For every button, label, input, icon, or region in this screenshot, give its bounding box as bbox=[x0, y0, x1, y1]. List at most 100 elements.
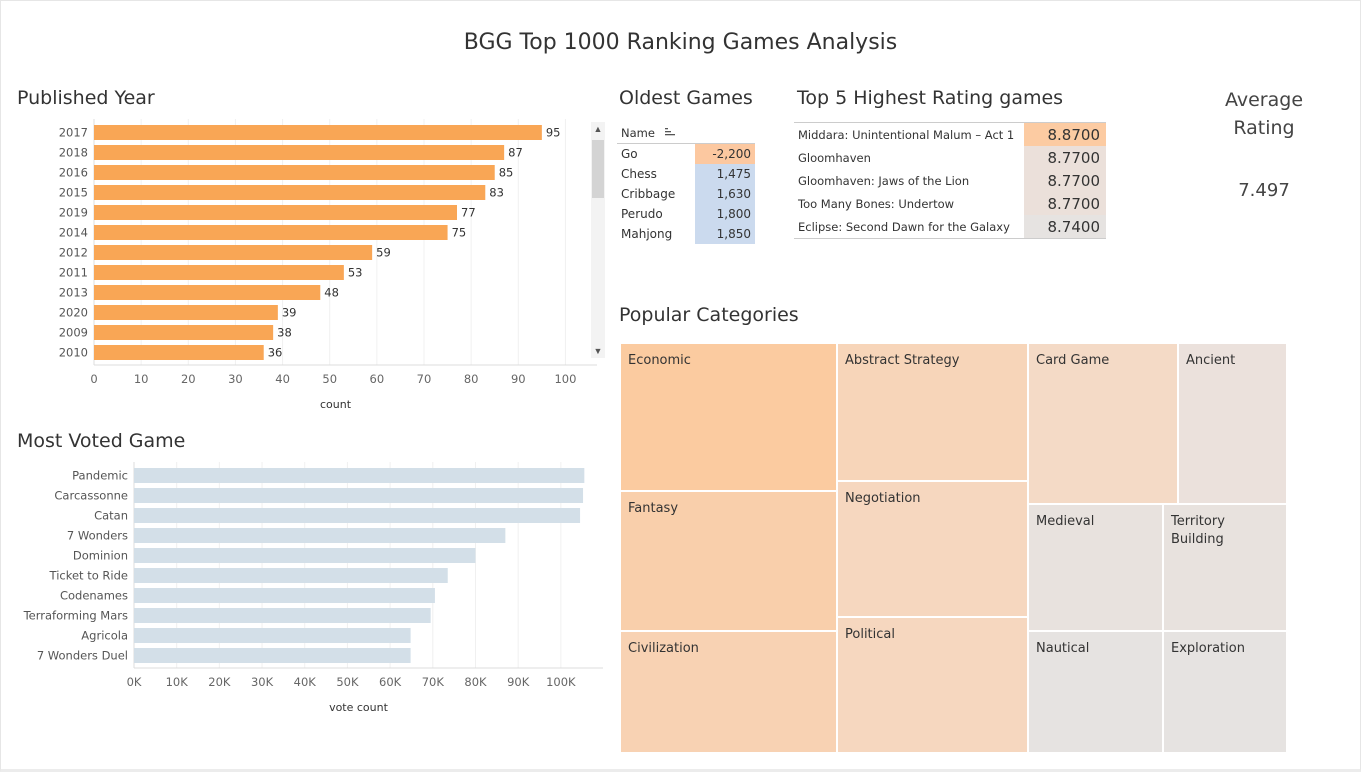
bar bbox=[94, 165, 495, 180]
oldest-game-name: Cribbage bbox=[621, 187, 676, 201]
oldest-game-name: Mahjong bbox=[621, 227, 673, 241]
category-label: Card Game bbox=[1036, 353, 1110, 368]
table-row[interactable]: Perudo 1,800 bbox=[617, 204, 755, 224]
category-label: Abstract Strategy bbox=[845, 353, 960, 368]
table-row[interactable]: Cribbage 1,630 bbox=[617, 184, 755, 204]
x-tick-label: 40K bbox=[294, 675, 317, 689]
bar bbox=[134, 568, 448, 583]
y-category-label: Pandemic bbox=[72, 469, 128, 483]
x-tick-label: 70 bbox=[417, 372, 432, 386]
table-row[interactable]: Middara: Unintentional Malum – Act 1 8.8… bbox=[794, 122, 1106, 146]
x-axis-title: vote count bbox=[329, 701, 389, 714]
bar bbox=[94, 305, 278, 320]
bar bbox=[94, 185, 486, 200]
published-year-scrollbar[interactable]: ▲ ▼ bbox=[591, 122, 605, 358]
bar bbox=[94, 125, 542, 140]
scroll-up-arrow-icon[interactable]: ▲ bbox=[593, 124, 603, 134]
average-rating-label-line1: Average bbox=[1224, 89, 1304, 111]
data-label: 77 bbox=[461, 206, 476, 220]
top5-table: Middara: Unintentional Malum – Act 1 8.8… bbox=[794, 122, 1106, 239]
top5-game-rating: 8.8700 bbox=[1024, 122, 1106, 146]
y-category-label: Codenames bbox=[60, 589, 128, 603]
table-row[interactable]: Mahjong 1,850 bbox=[617, 224, 755, 244]
published-year-title: Published Year bbox=[17, 87, 155, 109]
x-tick-label: 20K bbox=[208, 675, 231, 689]
data-label: 83 bbox=[489, 186, 504, 200]
category-label: Political bbox=[845, 627, 895, 642]
table-row[interactable]: Too Many Bones: Undertow 8.7700 bbox=[794, 192, 1106, 215]
y-category-label: 2018 bbox=[59, 146, 88, 160]
x-tick-label: 90K bbox=[507, 675, 530, 689]
average-rating-label-line2: Rating bbox=[1233, 117, 1295, 139]
y-category-label: 2014 bbox=[59, 226, 88, 240]
y-category-label: 2011 bbox=[59, 266, 88, 280]
x-tick-label: 80 bbox=[464, 372, 479, 386]
table-row[interactable]: Chess 1,475 bbox=[617, 164, 755, 184]
category-tile-exploration[interactable]: Exploration bbox=[1163, 631, 1287, 753]
sort-icon[interactable] bbox=[664, 126, 676, 140]
oldest-game-year: 1,630 bbox=[695, 184, 755, 204]
y-category-label: Dominion bbox=[73, 549, 128, 563]
category-label: Exploration bbox=[1171, 641, 1245, 656]
category-tile-negotiation[interactable]: Negotiation bbox=[837, 481, 1028, 617]
oldest-game-name: Perudo bbox=[621, 207, 663, 221]
category-tile-abstract-strategy[interactable]: Abstract Strategy bbox=[837, 343, 1028, 481]
scroll-thumb[interactable] bbox=[592, 140, 604, 198]
top5-game-rating: 8.7700 bbox=[1024, 192, 1106, 215]
category-tile-card-game[interactable]: Card Game bbox=[1028, 343, 1178, 504]
category-tile-territory-building[interactable]: Territory Building bbox=[1163, 504, 1287, 631]
y-category-label: 7 Wonders Duel bbox=[37, 649, 128, 663]
bar bbox=[134, 548, 476, 563]
data-label: 59 bbox=[376, 246, 391, 260]
oldest-name-header-label: Name bbox=[621, 125, 655, 140]
category-tile-political[interactable]: Political bbox=[837, 617, 1028, 753]
published-year-chart[interactable]: 0 10 20 30 40 50 60 70 80 90 100 2017 95 2018 87 2016 85… bbox=[0, 115, 600, 415]
x-tick-label: 50K bbox=[336, 675, 359, 689]
x-tick-label: 0K bbox=[127, 675, 142, 689]
oldest-name-header[interactable]: Name bbox=[617, 123, 695, 144]
y-category-label: 2015 bbox=[59, 186, 88, 200]
bar bbox=[94, 345, 264, 360]
category-label: Fantasy bbox=[628, 501, 679, 516]
table-row[interactable]: Gloomhaven: Jaws of the Lion 8.7700 bbox=[794, 169, 1106, 192]
bar bbox=[94, 245, 373, 260]
bar bbox=[134, 588, 435, 603]
y-category-label: 2017 bbox=[59, 126, 88, 140]
category-tile-nautical[interactable]: Nautical bbox=[1028, 631, 1163, 753]
category-label: Civilization bbox=[628, 641, 699, 656]
category-label: Negotiation bbox=[845, 491, 921, 506]
category-tile-fantasy[interactable]: Fantasy bbox=[620, 491, 837, 631]
y-category-label: 2020 bbox=[59, 306, 88, 320]
x-tick-label: 100 bbox=[554, 372, 576, 386]
x-tick-label: 90 bbox=[511, 372, 526, 386]
category-tile-medieval[interactable]: Medieval bbox=[1028, 504, 1163, 631]
table-row[interactable]: Go -2,200 bbox=[617, 143, 755, 164]
category-tile-civilization[interactable]: Civilization bbox=[620, 631, 837, 753]
popular-categories-title: Popular Categories bbox=[619, 304, 799, 326]
bar bbox=[94, 145, 505, 160]
y-category-label: 2013 bbox=[59, 286, 88, 300]
category-tile-ancient[interactable]: Ancient bbox=[1178, 343, 1287, 504]
bar bbox=[134, 608, 431, 623]
data-label: 75 bbox=[452, 226, 467, 240]
scroll-down-arrow-icon[interactable]: ▼ bbox=[593, 346, 603, 356]
data-label: 38 bbox=[277, 326, 292, 340]
most-voted-title: Most Voted Game bbox=[17, 430, 186, 452]
data-label: 95 bbox=[546, 126, 561, 140]
x-axis-title: count bbox=[320, 398, 352, 411]
oldest-game-name: Chess bbox=[621, 167, 657, 181]
y-category-label: Carcassonne bbox=[54, 489, 128, 503]
top5-game-name: Middara: Unintentional Malum – Act 1 bbox=[798, 127, 1015, 142]
average-rating-label: Average Rating bbox=[1214, 86, 1314, 142]
most-voted-chart[interactable]: 0K 10K 20K 30K 40K 50K 60K 70K 80K 90K 100K Pandemi… bbox=[0, 460, 610, 720]
category-label: Nautical bbox=[1036, 641, 1090, 656]
x-tick-label: 80K bbox=[464, 675, 487, 689]
data-label: 87 bbox=[508, 146, 523, 160]
table-row[interactable]: Gloomhaven 8.7700 bbox=[794, 146, 1106, 169]
table-row[interactable]: Eclipse: Second Dawn for the Galaxy 8.74… bbox=[794, 215, 1106, 239]
y-category-label: 7 Wonders bbox=[67, 529, 128, 543]
bar bbox=[134, 648, 411, 663]
y-category-label: Ticket to Ride bbox=[49, 569, 128, 583]
top5-game-name: Too Many Bones: Undertow bbox=[798, 196, 955, 211]
category-tile-economic[interactable]: Economic bbox=[620, 343, 837, 491]
